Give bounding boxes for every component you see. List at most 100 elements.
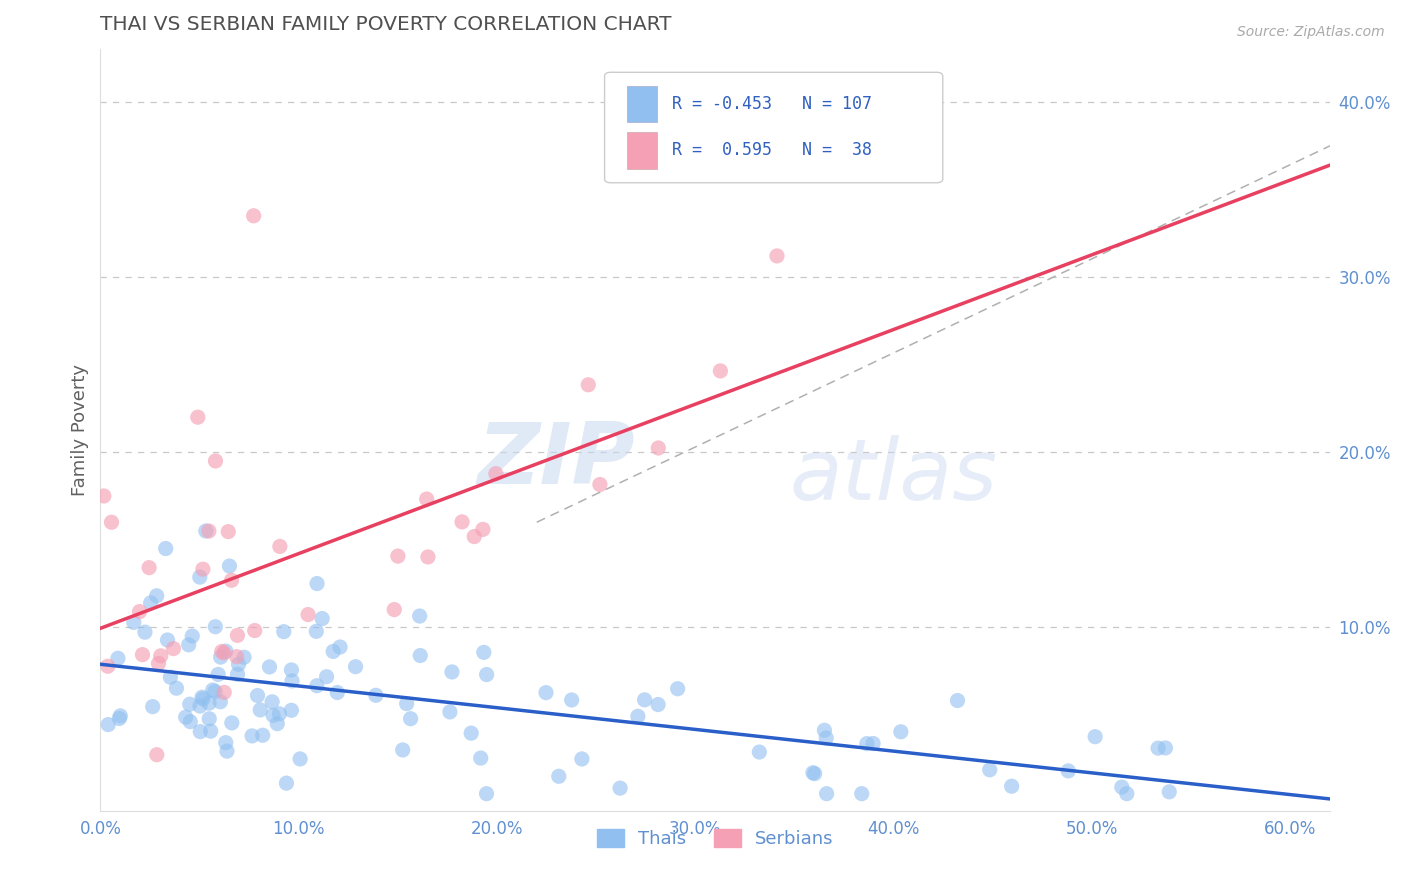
Thais <box>801 765 824 780</box>
Thais <box>266 716 288 731</box>
Serbians <box>242 209 264 223</box>
Thais <box>204 684 226 698</box>
Thais <box>179 714 201 729</box>
Serbians <box>100 515 122 529</box>
Thais <box>391 743 413 757</box>
Thais <box>813 723 835 738</box>
Thais <box>1159 785 1181 799</box>
Thais <box>228 657 250 672</box>
Serbians <box>243 624 266 638</box>
Thais <box>262 695 284 709</box>
Thais <box>748 745 770 759</box>
Thais <box>329 640 352 654</box>
Thais <box>890 724 912 739</box>
Thais <box>273 624 295 639</box>
Serbians <box>198 524 221 538</box>
Thais <box>159 670 181 684</box>
Thais <box>280 703 302 717</box>
Serbians <box>221 574 243 588</box>
Thais <box>399 712 422 726</box>
Thais <box>218 559 240 574</box>
Thais <box>395 697 418 711</box>
Thais <box>107 651 129 665</box>
Thais <box>122 615 145 630</box>
Thais <box>364 688 387 702</box>
Text: R = -0.453   N = 107: R = -0.453 N = 107 <box>672 95 872 113</box>
Thais <box>815 731 838 745</box>
Thais <box>856 737 879 751</box>
Thais <box>156 632 179 647</box>
Serbians <box>187 410 209 425</box>
Thais <box>322 644 344 658</box>
Thais <box>561 693 583 707</box>
Thais <box>305 624 328 639</box>
Thais <box>1111 780 1133 794</box>
Thais <box>204 620 226 634</box>
Serbians <box>97 659 120 673</box>
Thais <box>97 717 120 731</box>
Thais <box>262 708 284 723</box>
Thais <box>188 724 211 739</box>
Thais <box>233 650 256 665</box>
Thais <box>240 729 263 743</box>
Serbians <box>212 685 235 699</box>
Serbians <box>387 549 409 563</box>
Thais <box>326 685 349 699</box>
Serbians <box>148 657 170 671</box>
Thais <box>179 698 201 712</box>
Thais <box>1115 787 1137 801</box>
Legend: Thais, Serbians: Thais, Serbians <box>589 822 841 855</box>
Thais <box>460 726 482 740</box>
Serbians <box>225 649 247 664</box>
Text: R =  0.595   N =  38: R = 0.595 N = 38 <box>672 141 872 160</box>
Y-axis label: Family Poverty: Family Poverty <box>72 364 89 496</box>
Thais <box>139 596 162 610</box>
Serbians <box>647 441 669 455</box>
Thais <box>188 699 211 714</box>
Serbians <box>416 549 439 564</box>
Thais <box>108 712 131 726</box>
Thais <box>281 673 304 688</box>
FancyBboxPatch shape <box>627 132 658 169</box>
Thais <box>259 660 281 674</box>
Serbians <box>485 467 508 481</box>
Thais <box>191 692 214 706</box>
Serbians <box>226 628 249 642</box>
Thais <box>470 751 492 765</box>
Thais <box>1154 740 1177 755</box>
Thais <box>979 763 1001 777</box>
Serbians <box>589 477 612 491</box>
Serbians <box>146 747 169 762</box>
Serbians <box>382 602 405 616</box>
Thais <box>315 670 337 684</box>
Thais <box>155 541 177 556</box>
Thais <box>1147 741 1170 756</box>
Thais <box>174 710 197 724</box>
Serbians <box>451 515 474 529</box>
Serbians <box>149 648 172 663</box>
Serbians <box>131 648 153 662</box>
Thais <box>1001 779 1024 793</box>
Thais <box>633 693 655 707</box>
Thais <box>200 724 222 739</box>
Thais <box>177 638 200 652</box>
Thais <box>201 683 224 698</box>
Thais <box>269 706 291 721</box>
Thais <box>249 703 271 717</box>
Thais <box>475 667 498 681</box>
Thais <box>439 705 461 719</box>
Thais <box>311 611 333 625</box>
Thais <box>198 712 221 726</box>
Thais <box>547 769 569 783</box>
Serbians <box>269 540 291 554</box>
Thais <box>209 650 232 665</box>
Text: atlas: atlas <box>789 434 997 517</box>
Thais <box>165 681 187 696</box>
Thais <box>221 715 243 730</box>
Thais <box>215 736 238 750</box>
Thais <box>215 644 238 658</box>
Thais <box>571 752 593 766</box>
Thais <box>815 787 838 801</box>
Thais <box>142 699 165 714</box>
Thais <box>110 709 132 723</box>
